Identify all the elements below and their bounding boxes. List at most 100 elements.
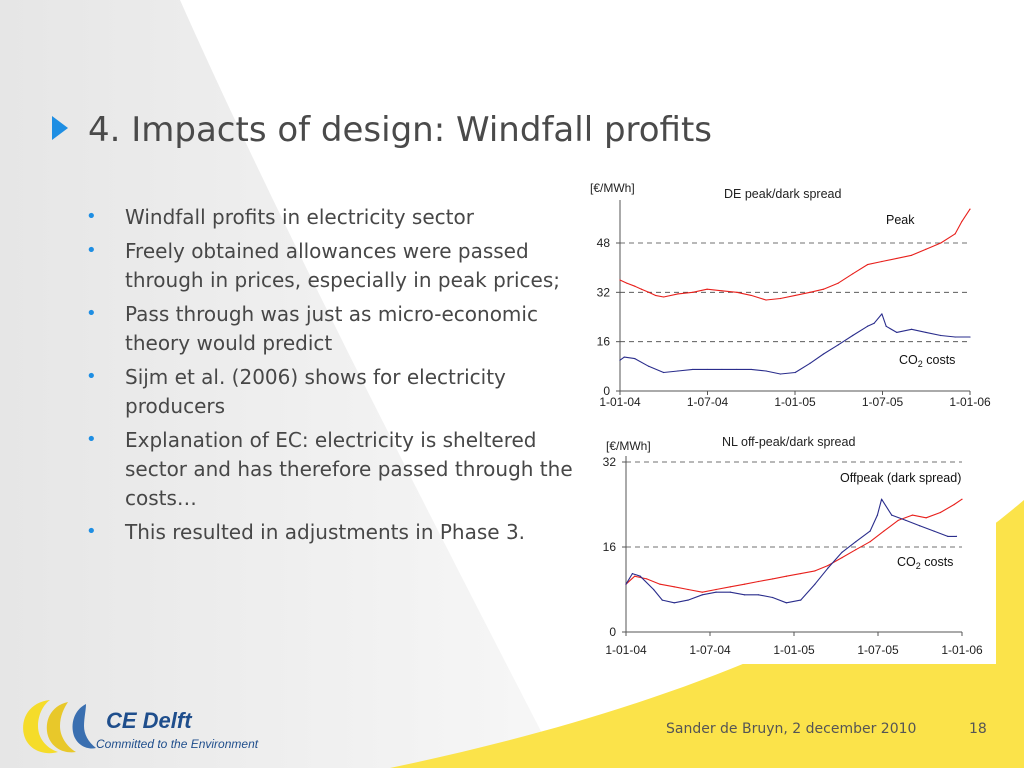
data-point <box>822 288 825 290</box>
data-point <box>910 254 913 256</box>
data-point <box>880 498 883 500</box>
data-point <box>701 591 703 593</box>
data-point <box>626 282 628 284</box>
y-tick-label: 16 <box>597 335 611 349</box>
data-point <box>837 344 839 346</box>
series-line-0 <box>625 498 963 593</box>
y-tick-label: 32 <box>597 285 611 299</box>
grey-swoosh <box>0 0 560 768</box>
data-point <box>673 586 675 588</box>
chart-de-peak-svg: 0 16 32 48 1-01-04 1-07-04 1-01-05 1-07-05 1-01-… <box>590 181 991 409</box>
x-tick-label: 1-01-06 <box>941 643 983 657</box>
data-point <box>692 368 694 371</box>
bullet-text: This resulted in adjustments in Phase 3. <box>125 520 526 544</box>
bullet-dot-icon: • <box>86 521 97 542</box>
data-point <box>866 325 869 327</box>
series-line-1 <box>625 498 957 604</box>
data-point <box>743 594 746 596</box>
bullet-item: • Windfall profits in electricity sector <box>86 203 576 232</box>
series-label: CO2 costs <box>897 555 953 571</box>
data-point <box>757 580 759 583</box>
series-label: Peak <box>886 213 915 227</box>
data-point <box>897 519 899 522</box>
data-point <box>814 570 816 572</box>
series-label: Offpeak (dark spread) <box>840 471 961 485</box>
data-point <box>634 575 636 577</box>
data-point <box>954 336 956 338</box>
data-point <box>729 591 731 593</box>
bullet-item: • Explanation of EC: electricity is shelt… <box>86 426 576 513</box>
data-point <box>866 263 869 266</box>
data-point <box>648 365 650 367</box>
y-tick-label: 48 <box>597 236 611 250</box>
data-point <box>736 368 738 371</box>
data-point <box>953 503 955 506</box>
x-tick-label: 1-07-04 <box>689 643 731 657</box>
data-point <box>785 602 788 604</box>
data-point <box>891 514 893 516</box>
data-point <box>827 564 829 567</box>
data-point <box>852 334 854 337</box>
series-line-0 <box>619 208 971 301</box>
data-point <box>896 331 898 334</box>
data-point <box>800 572 802 575</box>
data-point <box>933 530 935 532</box>
data-point <box>779 297 781 300</box>
data-point <box>652 588 655 591</box>
y-tick-label: 0 <box>603 384 610 398</box>
data-point <box>721 368 723 371</box>
data-point <box>687 588 689 591</box>
data-point <box>869 541 871 543</box>
data-point <box>757 594 759 596</box>
data-point <box>841 557 843 559</box>
bullet-dot-icon: • <box>86 366 97 387</box>
data-point <box>800 599 802 601</box>
data-point <box>677 370 679 372</box>
data-point <box>648 291 650 293</box>
data-point <box>885 325 887 327</box>
data-point <box>881 313 883 315</box>
data-point <box>954 233 956 235</box>
data-point <box>794 294 796 297</box>
data-point <box>729 586 731 588</box>
chart-title: NL off-peak/dark spread <box>722 435 855 449</box>
data-point <box>640 288 643 290</box>
data-point <box>659 583 661 585</box>
footer-author-date: Sander de Bruyn, 2 december 2010 <box>666 721 917 737</box>
bullet-list: • Windfall profits in electricity sector … <box>86 203 576 552</box>
data-point <box>677 293 679 295</box>
data-point <box>881 260 883 263</box>
data-point <box>925 248 927 250</box>
data-point <box>940 334 942 337</box>
data-point <box>715 591 717 593</box>
x-tick-label: 1-01-04 <box>605 643 647 657</box>
data-point <box>701 594 703 596</box>
bullet-text: Explanation of EC: electricity is shelte… <box>125 428 573 510</box>
x-tick-label: 1-01-06 <box>949 395 991 409</box>
data-point <box>794 371 796 374</box>
data-point <box>910 328 913 330</box>
data-point <box>814 583 816 585</box>
data-point <box>662 296 665 298</box>
data-point <box>772 596 774 599</box>
logo-tagline: Committed to the Environment <box>96 737 259 751</box>
data-point <box>772 578 774 580</box>
data-point <box>896 257 898 260</box>
data-point <box>706 288 708 290</box>
data-point <box>809 362 811 364</box>
data-point <box>654 294 657 297</box>
data-point <box>947 535 949 537</box>
data-point <box>765 299 767 301</box>
data-point <box>822 353 825 355</box>
y-tick-label: 0 <box>609 625 616 639</box>
x-tick-label: 1-01-05 <box>773 643 815 657</box>
title-arrow-icon <box>52 116 68 140</box>
bullet-dot-icon: • <box>86 240 97 261</box>
data-point <box>855 541 857 543</box>
data-point <box>750 294 752 297</box>
data-point <box>687 599 689 601</box>
data-point <box>750 368 752 371</box>
bullet-dot-icon: • <box>86 303 97 324</box>
data-point <box>876 514 879 516</box>
data-point <box>646 578 648 580</box>
